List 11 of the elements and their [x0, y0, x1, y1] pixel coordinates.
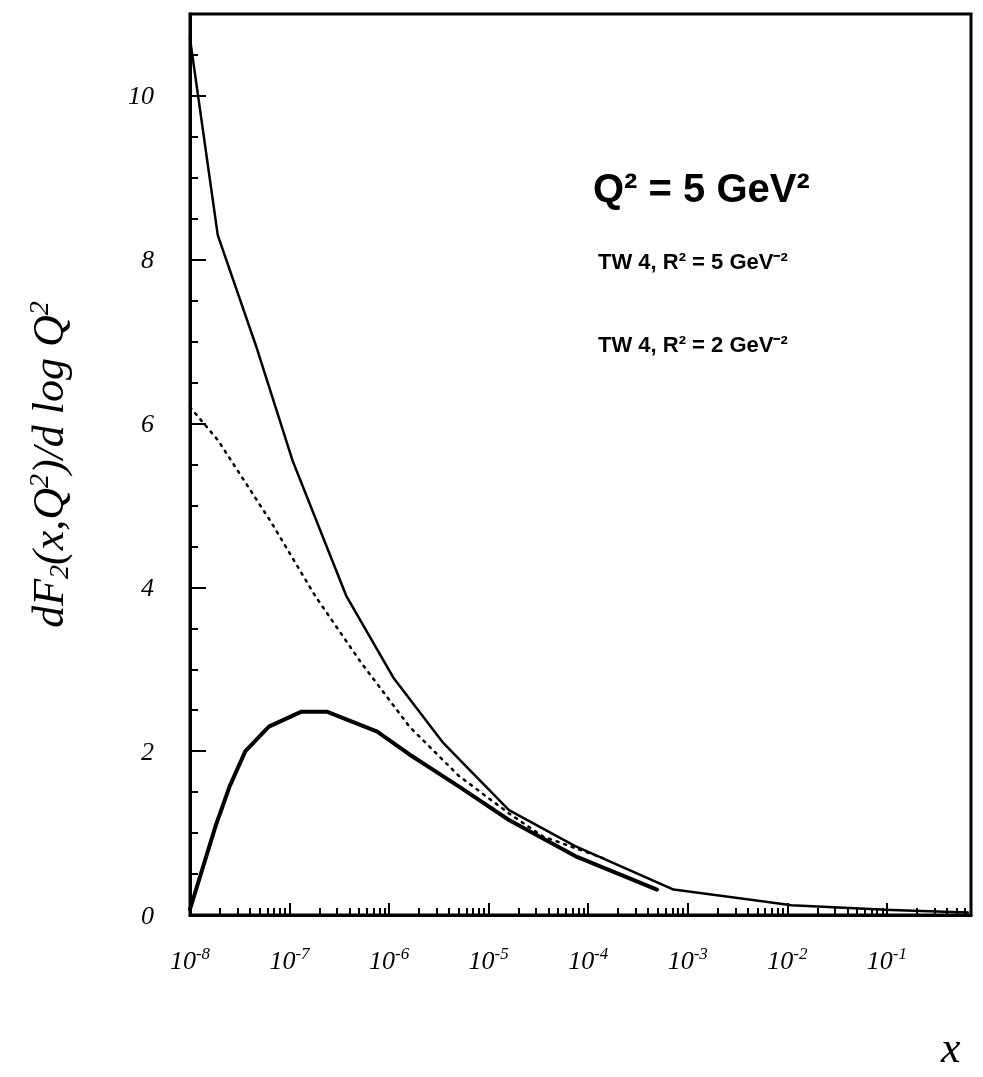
y-tick-label: 2	[141, 736, 154, 766]
x-axis-title: x	[940, 1022, 961, 1072]
y-tick-label: 6	[141, 409, 154, 439]
annotation: TW 4, R² = 5 GeV⁻²	[598, 248, 788, 274]
y-tick-label: 0	[141, 900, 154, 930]
y-axis-title: dF2(x,Q2)/d log Q2	[22, 301, 74, 628]
y-tick-label: 10	[128, 81, 154, 111]
annotation: TW 4, R² = 2 GeV⁻²	[598, 331, 788, 357]
y-tick-label: 4	[141, 572, 154, 602]
y-tick-label: 8	[141, 245, 154, 275]
annotation: Q² = 5 GeV²	[593, 166, 810, 210]
